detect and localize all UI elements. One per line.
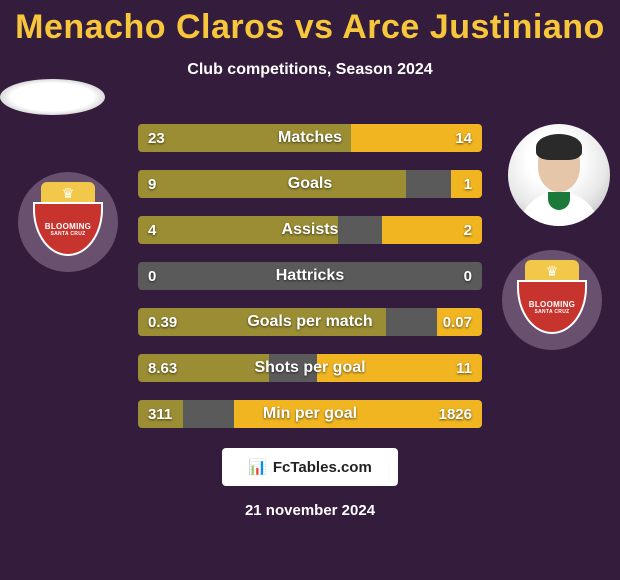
player-left-avatar	[0, 79, 105, 115]
crest-crown: ♛	[525, 260, 579, 282]
comparison-infographic: Menacho Claros vs Arce Justiniano Club c…	[0, 0, 620, 580]
crest-text-1: BLOOMING	[529, 300, 575, 309]
crest-body: BLOOMING SANTA CRUZ	[33, 202, 103, 256]
subtitle: Club competitions, Season 2024	[0, 61, 620, 79]
crest-crown: ♛	[41, 182, 95, 204]
club-crest-right: ♛ BLOOMING SANTA CRUZ	[502, 250, 602, 350]
stat-label: Min per goal	[138, 400, 482, 428]
stat-row: 0.390.07Goals per match	[138, 308, 482, 336]
player-hair	[536, 134, 582, 160]
club-crest-left: ♛ BLOOMING SANTA CRUZ	[18, 172, 118, 272]
crown-icon: ♛	[546, 263, 559, 280]
crest-text-1: BLOOMING	[45, 222, 91, 231]
stat-label: Matches	[138, 124, 482, 152]
stat-row: 42Assists	[138, 216, 482, 244]
stat-label: Goals per match	[138, 308, 482, 336]
chart-icon: 📊	[248, 458, 267, 476]
page-title: Menacho Claros vs Arce Justiniano	[0, 0, 620, 47]
stat-label: Goals	[138, 170, 482, 198]
stat-row: 3111826Min per goal	[138, 400, 482, 428]
player-right-avatar	[508, 124, 610, 226]
crest-text-2: SANTA CRUZ	[535, 309, 570, 315]
stat-row: 8.6311Shots per goal	[138, 354, 482, 382]
stat-row: 00Hattricks	[138, 262, 482, 290]
crest-text-2: SANTA CRUZ	[51, 231, 86, 237]
stat-row: 91Goals	[138, 170, 482, 198]
stat-row: 2314Matches	[138, 124, 482, 152]
date-text: 21 november 2024	[0, 502, 620, 519]
stat-label: Assists	[138, 216, 482, 244]
stats-bars: 2314Matches 91Goals 42Assists 00Hattricks 0.…	[138, 124, 482, 446]
stat-label: Shots per goal	[138, 354, 482, 382]
player-jersey	[518, 192, 600, 226]
stat-label: Hattricks	[138, 262, 482, 290]
crest-shield: ♛ BLOOMING SANTA CRUZ	[33, 182, 103, 262]
crest-body: BLOOMING SANTA CRUZ	[517, 280, 587, 334]
crown-icon: ♛	[62, 185, 75, 202]
branding-box: 📊 FcTables.com	[222, 448, 398, 486]
branding-text: FcTables.com	[273, 459, 372, 476]
crest-shield: ♛ BLOOMING SANTA CRUZ	[517, 260, 587, 340]
